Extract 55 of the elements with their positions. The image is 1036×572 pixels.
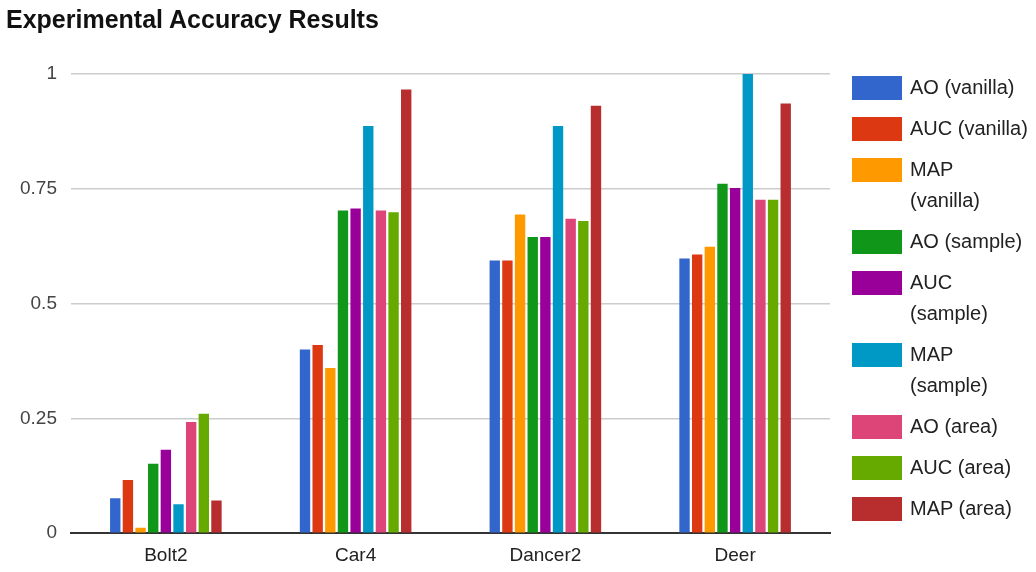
bar (160, 449, 172, 533)
bar (514, 214, 526, 533)
x-tick-label: Dancer2 (509, 543, 582, 565)
chart-title: Experimental Accuracy Results (6, 4, 379, 33)
bar (325, 367, 336, 533)
y-tick-label: 0.25 (20, 406, 57, 428)
legend-label: AO (sample) (910, 229, 1024, 254)
legend-label: AUC (area) (910, 455, 1013, 480)
y-tick-label: 0.75 (20, 177, 57, 199)
bar (173, 504, 184, 533)
bar (780, 103, 791, 533)
bar (527, 237, 538, 533)
bar (679, 258, 690, 533)
legend-label: MAP (sample) (910, 342, 989, 398)
bar (742, 74, 753, 533)
bar (540, 237, 551, 533)
bar (729, 187, 741, 533)
bar (502, 260, 513, 533)
bar (122, 479, 134, 533)
y-tick-label: 0.5 (30, 291, 57, 313)
bar (401, 89, 412, 533)
bar (755, 199, 766, 533)
legend-label: AUC (sample) (910, 270, 989, 326)
bar (388, 212, 399, 533)
bar (337, 210, 349, 533)
legend-label: AO (area) (910, 414, 999, 439)
bar (198, 413, 209, 533)
bar (135, 527, 146, 533)
bar (717, 183, 728, 533)
bar (110, 498, 121, 533)
bar (185, 422, 197, 533)
legend-label: MAP (area) (910, 496, 1013, 521)
y-tick-label: 1 (46, 62, 57, 84)
y-tick-label: 0 (46, 521, 57, 543)
bar (489, 260, 500, 533)
bar (578, 220, 589, 533)
bar (590, 105, 602, 533)
bar (552, 125, 564, 533)
legend-label: AUC (vanilla) (910, 116, 1028, 141)
bar (211, 500, 222, 533)
bar (691, 254, 703, 533)
bar (299, 349, 311, 533)
x-tick-label: Car4 (335, 543, 377, 565)
bar (704, 246, 716, 533)
bar (148, 463, 159, 533)
x-tick-label: Deer (714, 543, 757, 565)
bar (375, 210, 387, 533)
bar (363, 125, 374, 533)
bar (565, 218, 576, 533)
x-tick-label: Bolt2 (144, 543, 188, 565)
bar (767, 199, 779, 533)
bar (350, 208, 361, 533)
bar (312, 344, 323, 533)
legend-label: MAP (vanilla) (910, 157, 982, 213)
legend-label: AO (vanilla) (910, 75, 1016, 100)
